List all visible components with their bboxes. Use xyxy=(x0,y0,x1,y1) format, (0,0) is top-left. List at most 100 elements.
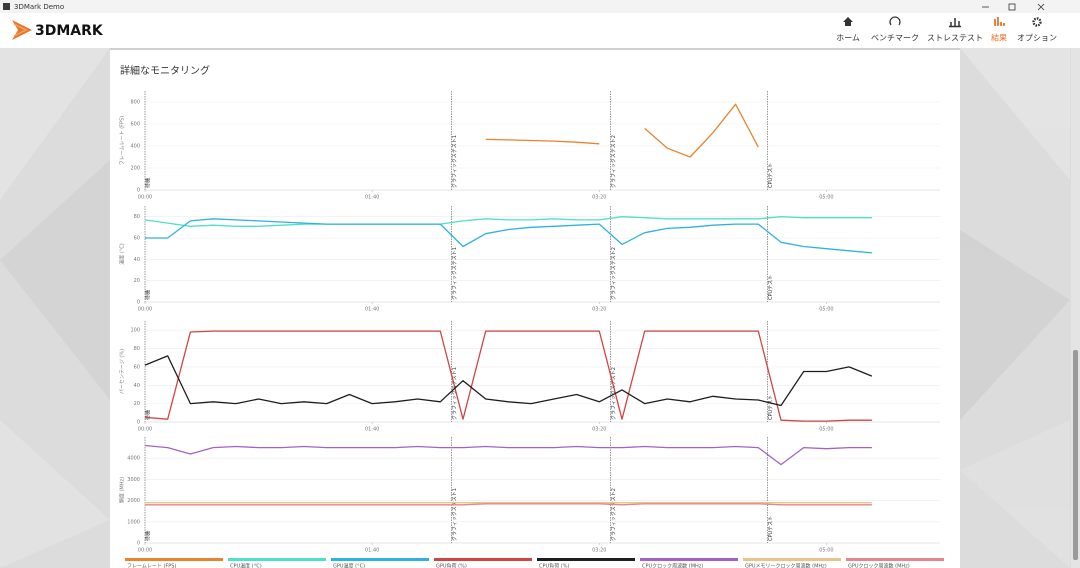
legend-swatch[interactable] xyxy=(537,558,635,561)
y-axis-label: パーセンテージ (%) xyxy=(120,349,126,394)
y-tick-label: 0 xyxy=(137,300,140,306)
y-tick-label: 0 xyxy=(137,188,140,194)
y-axis-label: フレームレート (FPS) xyxy=(120,116,126,165)
series-line xyxy=(145,218,872,254)
x-tick-label: 01:40 xyxy=(365,195,379,201)
legend-label[interactable]: CPU温度 (°C) xyxy=(230,563,262,568)
logo-text[interactable]: 3DMARK xyxy=(35,23,104,39)
chart: 0 20 40 60 80 100 00:00 01:40 03:20 05:00 パーセンテージ … xyxy=(120,321,940,433)
app-header xyxy=(0,13,1080,48)
legend-swatch[interactable] xyxy=(228,558,326,561)
legend-label[interactable]: CPUクロック周波数 (MHz) xyxy=(642,563,703,568)
y-tick-label: 80 xyxy=(134,346,140,352)
x-tick-label: 05:00 xyxy=(819,195,833,201)
chart: 0 1000 2000 3000 4000 00:00 01:40 03:20 05:00 頻度 … xyxy=(119,437,940,554)
phase-label: グラフィックステスト2 xyxy=(610,247,617,300)
nav-icon xyxy=(889,16,901,26)
nav-label[interactable]: ホーム xyxy=(836,34,860,43)
nav-item[interactable]: ストレステスト xyxy=(927,18,983,43)
nav-label[interactable]: オプション xyxy=(1017,34,1057,43)
nav-label[interactable]: ベンチマーク xyxy=(871,34,919,43)
background-pattern xyxy=(0,48,1070,568)
phase-label: 待機 xyxy=(145,290,152,300)
panel-separator xyxy=(110,48,960,50)
legend-label[interactable]: GPUクロック周波数 (MHz) xyxy=(848,563,910,568)
y-tick-label: 4000 xyxy=(127,456,140,462)
y-tick-label: 60 xyxy=(134,236,140,242)
phase-label: グラフィックステスト2 xyxy=(610,367,617,420)
nav-icon xyxy=(994,17,1005,26)
x-tick-label: 00:00 xyxy=(138,307,152,313)
x-tick-label: 03:20 xyxy=(592,548,606,554)
close-button[interactable] xyxy=(1037,3,1045,11)
nav-icon xyxy=(949,18,961,28)
x-tick-label: 03:20 xyxy=(592,195,606,201)
nav-icon xyxy=(1032,17,1042,27)
x-tick-label: 05:00 xyxy=(819,307,833,313)
y-tick-label: 3000 xyxy=(127,477,140,483)
nav-item[interactable]: 結果 xyxy=(991,17,1007,43)
y-axis-label: 頻度 (MHz) xyxy=(119,477,126,503)
legend-label[interactable]: フレームレート (FPS) xyxy=(127,564,176,568)
nav-item[interactable]: ホーム xyxy=(836,17,860,43)
x-tick-label: 01:40 xyxy=(365,307,379,313)
y-tick-label: 100 xyxy=(130,328,140,334)
series-line xyxy=(145,503,872,506)
scrollbar-thumb[interactable] xyxy=(1073,350,1078,560)
phase-label: グラフィックステスト2 xyxy=(610,488,617,541)
y-tick-label: 40 xyxy=(134,257,140,263)
y-tick-label: 40 xyxy=(134,383,140,389)
scrollbar-track xyxy=(1071,48,1080,568)
y-tick-label: 80 xyxy=(134,214,140,220)
y-tick-label: 20 xyxy=(134,278,140,284)
y-tick-label: 600 xyxy=(130,122,140,128)
app-icon xyxy=(3,3,10,10)
nav-label[interactable]: ストレステスト xyxy=(927,34,983,43)
series-line xyxy=(144,330,872,422)
y-tick-label: 0 xyxy=(137,420,140,426)
nav-label[interactable]: 結果 xyxy=(991,33,1007,43)
legend-label[interactable]: GPUメモリークロック周波数 (MHz) xyxy=(745,563,827,568)
legend-swatch[interactable] xyxy=(846,558,944,561)
x-tick-label: 05:00 xyxy=(819,548,833,554)
x-tick-label: 00:00 xyxy=(138,195,152,201)
panel-title: 詳細なモニタリング xyxy=(120,64,210,77)
phase-label: グラフィックステスト2 xyxy=(610,135,617,188)
title-bar xyxy=(0,0,1080,13)
legend-label[interactable]: GPU温度 (°C) xyxy=(333,563,365,568)
x-tick-label: 05:00 xyxy=(819,427,833,433)
chart: 0 200 400 600 800 00:00 01:40 03:20 05:00 フレームレート… xyxy=(120,91,940,201)
legend-swatch[interactable] xyxy=(743,558,841,561)
y-tick-label: 2000 xyxy=(127,498,140,504)
series-line xyxy=(485,103,759,158)
phase-label: 待機 xyxy=(145,410,152,420)
phase-label: グラフィックステスト1 xyxy=(451,488,458,541)
maximize-button[interactable] xyxy=(1008,3,1016,11)
x-tick-label: 01:40 xyxy=(365,548,379,554)
x-tick-label: 01:40 xyxy=(365,427,379,433)
phase-label: CPUテスト xyxy=(768,516,774,541)
y-tick-label: 0 xyxy=(137,541,140,547)
series-line xyxy=(144,355,873,407)
legend-swatch[interactable] xyxy=(125,558,223,561)
logo-mark-inner xyxy=(13,23,28,37)
legend-label[interactable]: GPU負荷 (%) xyxy=(436,563,467,568)
legend-swatch[interactable] xyxy=(640,558,738,561)
phase-label: CPUテスト xyxy=(768,395,774,420)
y-tick-label: 1000 xyxy=(127,519,140,525)
legend-swatch[interactable] xyxy=(434,558,532,561)
legend-swatch[interactable] xyxy=(331,558,429,561)
y-tick-label: 20 xyxy=(134,401,140,407)
nav-item[interactable]: ベンチマーク xyxy=(871,16,919,43)
y-tick-label: 60 xyxy=(134,364,140,370)
nav-item[interactable]: オプション xyxy=(1017,17,1057,43)
phase-label: CPUテスト xyxy=(768,163,774,188)
phase-label: グラフィックステスト1 xyxy=(451,247,458,300)
phase-label: グラフィックステスト1 xyxy=(451,367,458,420)
legend-label[interactable]: CPU負荷 (%) xyxy=(539,563,569,568)
phase-label: 待機 xyxy=(145,178,152,188)
x-tick-label: 03:20 xyxy=(592,427,606,433)
panel xyxy=(110,50,960,568)
